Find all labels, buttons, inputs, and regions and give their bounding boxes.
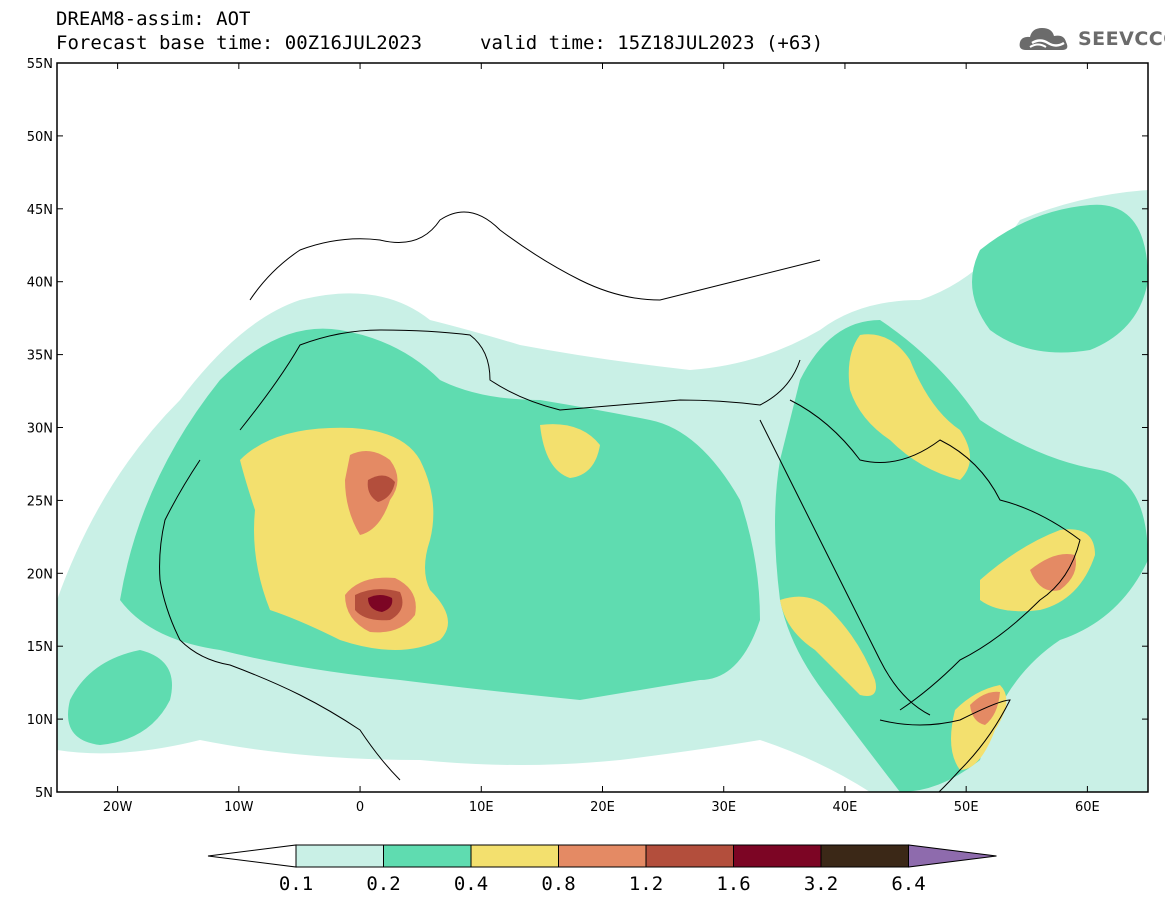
- lon-tick-label: 30E: [711, 800, 736, 815]
- colorbar-label: 0.8: [541, 873, 575, 895]
- colorbar-label: 3.2: [804, 873, 838, 895]
- lat-tick-label: 10N: [27, 713, 53, 728]
- aot-fields: [57, 190, 1148, 792]
- map-title: DREAM8-assim: AOT: [56, 8, 251, 30]
- logo-text: SEEVCCC: [1078, 28, 1165, 50]
- map-axes: 55N 50N 45N 40N 35N 30N 25N 20N 15N 10N 5N 20W 10W 0 1…: [27, 57, 1148, 815]
- colorbar-label: 0.4: [454, 873, 488, 895]
- aot-field-1.6: [368, 595, 393, 612]
- colorbar-arrow-high: [908, 844, 997, 868]
- seevccc-logo: SEEVCCC: [1018, 22, 1165, 58]
- lat-tick-label: 25N: [27, 494, 53, 509]
- lon-tick-label: 40E: [833, 800, 858, 815]
- colorbar-segment: [383, 844, 472, 868]
- colorbar-segment: [295, 844, 384, 868]
- coastline-horn: [879, 699, 1011, 792]
- aot-field-0.4: [540, 424, 600, 478]
- lon-tick-label: 10E: [469, 800, 494, 815]
- lon-tick-label: 60E: [1075, 800, 1100, 815]
- lat-tick-label: 30N: [27, 422, 53, 437]
- colorbar-arrow-low: [207, 844, 297, 868]
- coastlines: [159, 211, 1081, 792]
- aot-field-0.2: [68, 650, 172, 745]
- coastline-africa-west: [159, 459, 401, 781]
- forecast-base-time: Forecast base time: 00Z16JUL2023: [56, 32, 423, 54]
- aot-field-0.2: [972, 204, 1148, 353]
- coastline-red-sea: [759, 419, 931, 716]
- lat-tick-label: 50N: [27, 130, 53, 145]
- colorbar-segment: [645, 844, 734, 868]
- lat-tick-label: 15N: [27, 640, 53, 655]
- coastline-north-africa: [239, 329, 801, 431]
- lat-tick-label: 40N: [27, 276, 53, 291]
- aot-field-0.8: [1030, 554, 1076, 591]
- coastline-europe: [249, 211, 821, 301]
- lon-tick-label: 10W: [224, 800, 254, 815]
- colorbar-segment: [470, 844, 559, 868]
- aot-field-0.4: [780, 596, 876, 696]
- colorbar-segment: [820, 844, 909, 868]
- colorbar-label: 1.2: [629, 873, 663, 895]
- lat-tick-label: 5N: [35, 786, 53, 801]
- aot-field-0.4: [848, 334, 970, 480]
- lon-tick-label: 20W: [103, 800, 133, 815]
- lon-tick-label: 0: [356, 800, 364, 815]
- lat-tick-label: 20N: [27, 567, 53, 582]
- lon-tick-label: 50E: [954, 800, 979, 815]
- lat-tick-label: 35N: [27, 349, 53, 364]
- valid-time: valid time: 15Z18JUL2023 (+63): [480, 32, 824, 54]
- aot-field-1.2: [367, 475, 395, 502]
- lat-tick-label: 55N: [27, 57, 53, 72]
- lon-tick-label: 20E: [590, 800, 615, 815]
- colorbar-label: 0.1: [279, 873, 313, 895]
- colorbar-label: 0.2: [366, 873, 400, 895]
- colorbar-label: 6.4: [891, 873, 925, 895]
- colorbar-segment: [558, 844, 647, 868]
- colorbar-label: 1.6: [716, 873, 750, 895]
- cloud-icon: [1019, 28, 1068, 50]
- colorbar-segment: [733, 844, 822, 868]
- lat-tick-label: 45N: [27, 203, 53, 218]
- coastline-arabia: [789, 399, 1081, 711]
